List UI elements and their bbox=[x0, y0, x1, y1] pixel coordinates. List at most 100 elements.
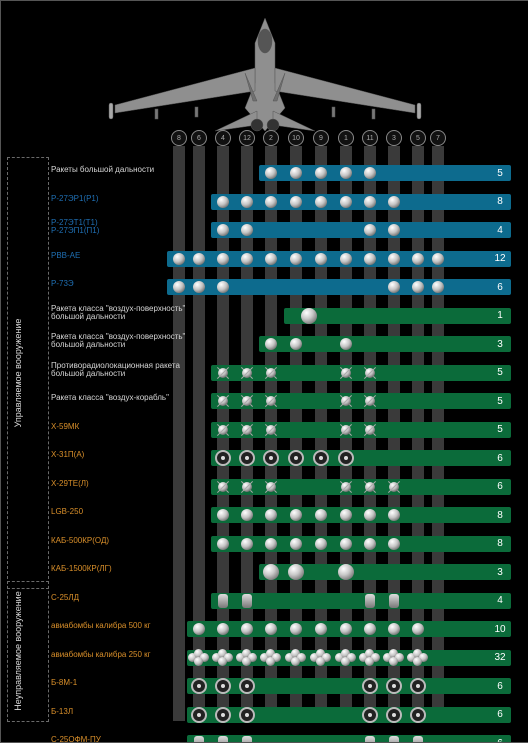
weapon-label: С-25ОФМ-ПУ bbox=[51, 736, 101, 743]
munition-marker bbox=[383, 649, 405, 667]
count-value: 1 bbox=[493, 308, 507, 324]
munition-marker bbox=[264, 423, 278, 437]
munition-marker bbox=[290, 253, 302, 265]
weapon-label: Ракеты большой дальности bbox=[51, 166, 154, 174]
munition-marker bbox=[339, 366, 353, 380]
munition-marker bbox=[265, 338, 277, 350]
weapon-row: 32авиабомбы калибра 250 кг bbox=[1, 646, 528, 673]
munition-marker bbox=[365, 736, 375, 743]
munition-marker bbox=[217, 253, 229, 265]
munition-marker bbox=[217, 224, 229, 236]
munition-marker bbox=[389, 736, 399, 743]
munition-marker bbox=[216, 423, 230, 437]
pylon-number-badge: 12 bbox=[239, 130, 255, 146]
munition-marker bbox=[315, 196, 327, 208]
munition-marker bbox=[359, 649, 381, 667]
weapon-row: 4Р-27ЭТ1(Т1) Р-27ЭП1(П1) bbox=[1, 218, 528, 245]
munition-marker bbox=[363, 423, 377, 437]
weapon-label: Б-13Л bbox=[51, 708, 73, 716]
pylon-number-badge: 4 bbox=[215, 130, 231, 146]
loadout-bar bbox=[211, 393, 511, 409]
munition-marker bbox=[388, 253, 400, 265]
munition-marker bbox=[363, 366, 377, 380]
munition-marker bbox=[340, 253, 352, 265]
loadout-bar bbox=[284, 308, 511, 324]
munition-marker bbox=[239, 678, 255, 694]
munition-marker bbox=[335, 649, 357, 667]
munition-marker bbox=[191, 678, 207, 694]
loadout-bar bbox=[211, 450, 511, 466]
munition-marker bbox=[340, 338, 352, 350]
munition-marker bbox=[315, 623, 327, 635]
munition-marker bbox=[389, 594, 399, 608]
count-value: 12 bbox=[493, 251, 507, 267]
munition-marker bbox=[193, 623, 205, 635]
munition-marker bbox=[340, 196, 352, 208]
munition-marker bbox=[301, 308, 317, 324]
munition-marker bbox=[338, 450, 354, 466]
pylon-number-badge: 10 bbox=[288, 130, 304, 146]
count-value: 3 bbox=[493, 336, 507, 352]
count-value: 8 bbox=[493, 536, 507, 552]
loadout-bar bbox=[211, 536, 511, 552]
munition-marker bbox=[290, 167, 302, 179]
weapon-rows: 5Ракеты большой дальности8Р-27ЭР1(Р1)4Р-… bbox=[1, 161, 528, 743]
weapon-label: Ракета класса "воздух-поверхность" больш… bbox=[51, 333, 185, 350]
weapon-row: 6Х-29ТЕ(Л) bbox=[1, 475, 528, 502]
munition-marker bbox=[212, 649, 234, 667]
munition-marker bbox=[364, 623, 376, 635]
pylon-number-badge: 6 bbox=[191, 130, 207, 146]
weapon-row: 3 Ракета класса "воздух-поверхность" боль… bbox=[1, 332, 528, 359]
munition-marker bbox=[194, 736, 204, 743]
weapon-row: 6С-25ОФМ-ПУ bbox=[1, 731, 528, 743]
munition-marker bbox=[388, 281, 400, 293]
munition-marker bbox=[315, 538, 327, 550]
munition-marker bbox=[410, 707, 426, 723]
section-title: Неуправляемое вооружение bbox=[13, 592, 23, 711]
munition-marker bbox=[290, 338, 302, 350]
munition-marker bbox=[363, 480, 377, 494]
count-value: 3 bbox=[493, 564, 507, 580]
munition-marker bbox=[288, 564, 304, 580]
section-title: Управляемое вооружение bbox=[13, 319, 23, 428]
munition-marker bbox=[362, 707, 378, 723]
munition-marker bbox=[315, 167, 327, 179]
weapon-row: 5Ракеты большой дальности bbox=[1, 161, 528, 188]
munition-marker bbox=[364, 167, 376, 179]
munition-marker bbox=[241, 196, 253, 208]
weapon-row: 8Р-27ЭР1(Р1) bbox=[1, 190, 528, 217]
weapon-label: Р-73Э bbox=[51, 280, 74, 288]
munition-marker bbox=[364, 196, 376, 208]
munition-marker bbox=[364, 538, 376, 550]
section-bracket: Управляемое вооружение bbox=[7, 157, 49, 589]
weapon-label: Р-27ЭТ1(Т1) Р-27ЭП1(П1) bbox=[51, 219, 99, 236]
munition-marker bbox=[265, 509, 277, 521]
loadout-bar bbox=[211, 422, 511, 438]
count-value: 6 bbox=[493, 479, 507, 495]
weapon-label: Х-59МК bbox=[51, 423, 79, 431]
munition-marker bbox=[263, 564, 279, 580]
munition-marker bbox=[339, 423, 353, 437]
loadout-bar bbox=[211, 479, 511, 495]
weapon-label: Б-8М-1 bbox=[51, 679, 77, 687]
munition-marker bbox=[265, 253, 277, 265]
count-value: 4 bbox=[493, 593, 507, 609]
munition-marker bbox=[264, 480, 278, 494]
pylon-number-badge: 2 bbox=[263, 130, 279, 146]
weapon-row: 3 КАБ-1500КР(ЛГ) bbox=[1, 560, 528, 587]
loadout-bar bbox=[187, 707, 511, 723]
munition-marker bbox=[290, 196, 302, 208]
weapon-label: КАБ-1500КР(ЛГ) bbox=[51, 565, 112, 573]
pylon-number-badge: 9 bbox=[313, 130, 329, 146]
munition-marker bbox=[173, 281, 185, 293]
pylon-number-badge: 3 bbox=[386, 130, 402, 146]
munition-marker bbox=[216, 366, 230, 380]
munition-marker bbox=[290, 623, 302, 635]
pylon-number-badge: 11 bbox=[362, 130, 378, 146]
munition-marker bbox=[388, 538, 400, 550]
munition-marker bbox=[265, 196, 277, 208]
munition-marker bbox=[240, 423, 254, 437]
munition-marker bbox=[265, 623, 277, 635]
munition-marker bbox=[285, 649, 307, 667]
munition-marker bbox=[386, 678, 402, 694]
